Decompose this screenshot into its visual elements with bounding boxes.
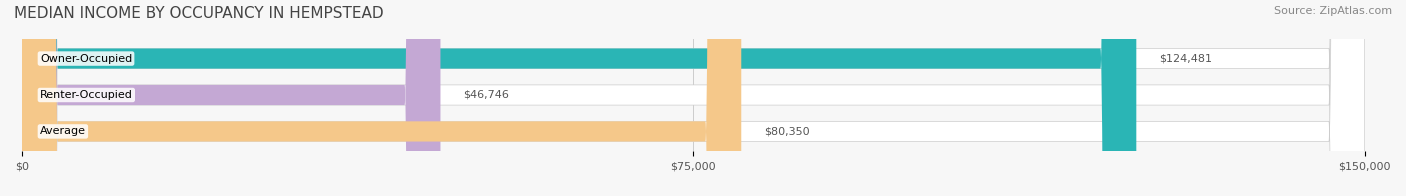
Text: Source: ZipAtlas.com: Source: ZipAtlas.com — [1274, 6, 1392, 16]
Text: $46,746: $46,746 — [463, 90, 509, 100]
Text: MEDIAN INCOME BY OCCUPANCY IN HEMPSTEAD: MEDIAN INCOME BY OCCUPANCY IN HEMPSTEAD — [14, 6, 384, 21]
Text: Renter-Occupied: Renter-Occupied — [39, 90, 132, 100]
FancyBboxPatch shape — [22, 0, 1365, 196]
FancyBboxPatch shape — [22, 0, 1136, 196]
FancyBboxPatch shape — [22, 0, 440, 196]
Text: Average: Average — [39, 126, 86, 136]
Text: Owner-Occupied: Owner-Occupied — [39, 54, 132, 64]
Text: $124,481: $124,481 — [1159, 54, 1212, 64]
FancyBboxPatch shape — [22, 0, 1365, 196]
FancyBboxPatch shape — [22, 0, 741, 196]
Text: $80,350: $80,350 — [763, 126, 810, 136]
FancyBboxPatch shape — [22, 0, 1365, 196]
